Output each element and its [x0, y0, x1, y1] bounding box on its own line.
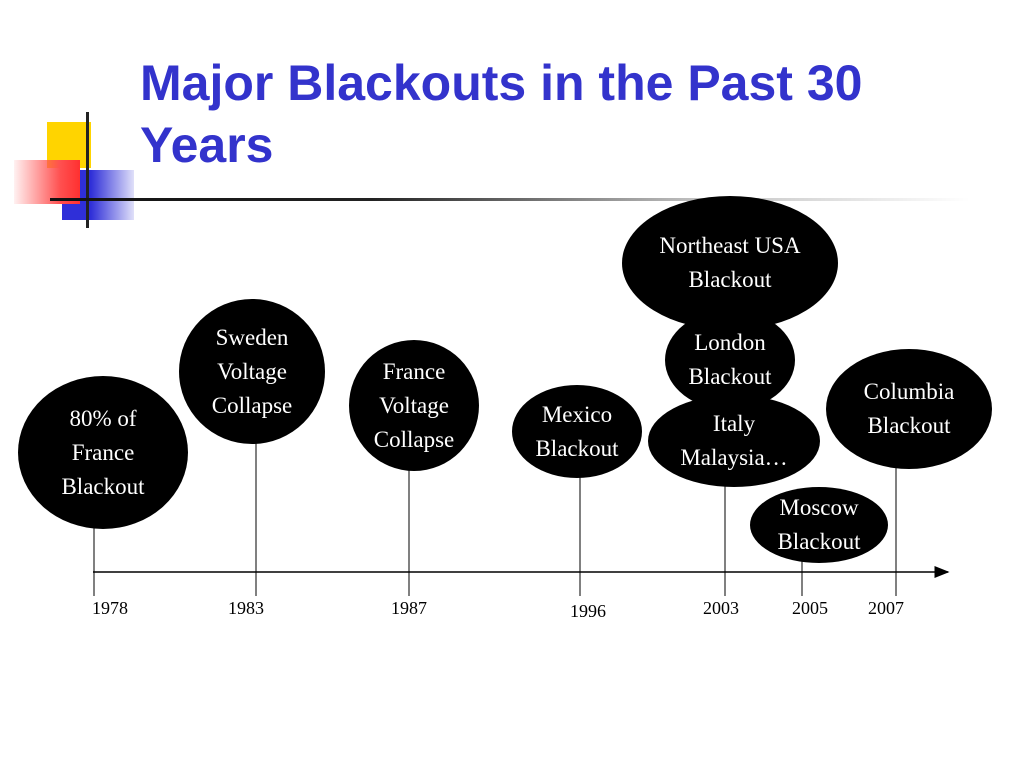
year-label-1978: 1978 [92, 598, 128, 618]
year-label-2003: 2003 [703, 598, 739, 618]
year-label-1996: 1996 [570, 601, 606, 621]
decor-red-square [14, 160, 80, 204]
event-northeast-usa-blackout: Northeast USA Blackout [622, 196, 838, 330]
year-label-2007: 2007 [868, 598, 904, 618]
event-columbia-blackout: Columbia Blackout [826, 349, 992, 469]
event-france-blackout-1978: 80% of France Blackout [18, 376, 188, 529]
title-underline [50, 198, 970, 201]
event-moscow-blackout: Moscow Blackout [750, 487, 888, 563]
event-italy-malaysia: Italy Malaysia… [648, 395, 820, 487]
slide-title: Major Blackouts in the Past 30 Years [140, 55, 863, 173]
year-label-2005: 2005 [792, 598, 828, 618]
event-sweden-voltage-collapse: Sweden Voltage Collapse [179, 299, 325, 444]
event-france-voltage-collapse: France Voltage Collapse [349, 340, 479, 471]
event-mexico-blackout: Mexico Blackout [512, 385, 642, 478]
year-label-1987: 1987 [391, 598, 427, 618]
decor-vertical-line [86, 112, 89, 228]
year-label-1983: 1983 [228, 598, 264, 618]
